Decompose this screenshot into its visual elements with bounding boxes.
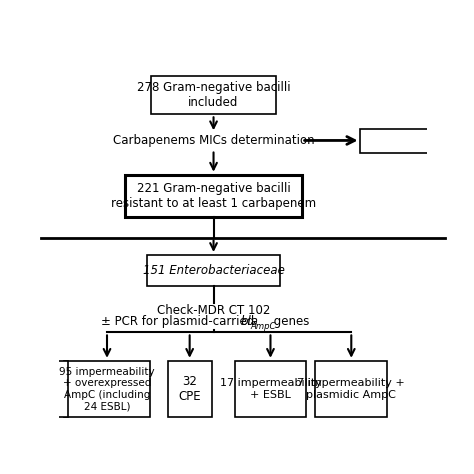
FancyBboxPatch shape [316, 361, 387, 417]
Text: AmpC: AmpC [251, 322, 276, 331]
Text: genes: genes [270, 315, 309, 328]
Text: ± PCR for plasmid-carried: ± PCR for plasmid-carried [101, 315, 258, 328]
Text: Check-MDR CT 102: Check-MDR CT 102 [157, 304, 270, 317]
FancyBboxPatch shape [151, 76, 276, 114]
Text: 32
CPE: 32 CPE [178, 375, 201, 403]
FancyBboxPatch shape [147, 255, 280, 286]
Text: 95 impermeability
+ overexpressed
AmpC (including
24 ESBL): 95 impermeability + overexpressed AmpC (… [59, 366, 155, 411]
FancyBboxPatch shape [50, 361, 68, 417]
FancyBboxPatch shape [168, 361, 212, 417]
Text: bla: bla [240, 315, 258, 328]
Text: 278 Gram-negative bacilli
included: 278 Gram-negative bacilli included [137, 81, 291, 109]
FancyBboxPatch shape [125, 174, 301, 217]
Text: 17 impermeability
+ ESBL: 17 impermeability + ESBL [219, 378, 321, 400]
FancyBboxPatch shape [235, 361, 306, 417]
Text: 151 Enterobacteriaceae: 151 Enterobacteriaceae [143, 264, 284, 277]
FancyBboxPatch shape [64, 361, 150, 417]
Text: 7 impermeability +
plasmidic AmpC: 7 impermeability + plasmidic AmpC [297, 378, 405, 400]
Text: 221 Gram-negative bacilli
resistant to at least 1 carbapenem: 221 Gram-negative bacilli resistant to a… [111, 182, 316, 210]
FancyBboxPatch shape [360, 129, 430, 153]
Text: Carbapenems MICs determination: Carbapenems MICs determination [113, 134, 314, 147]
Text: ± PCR for plasmid-carried: ± PCR for plasmid-carried [59, 315, 216, 328]
